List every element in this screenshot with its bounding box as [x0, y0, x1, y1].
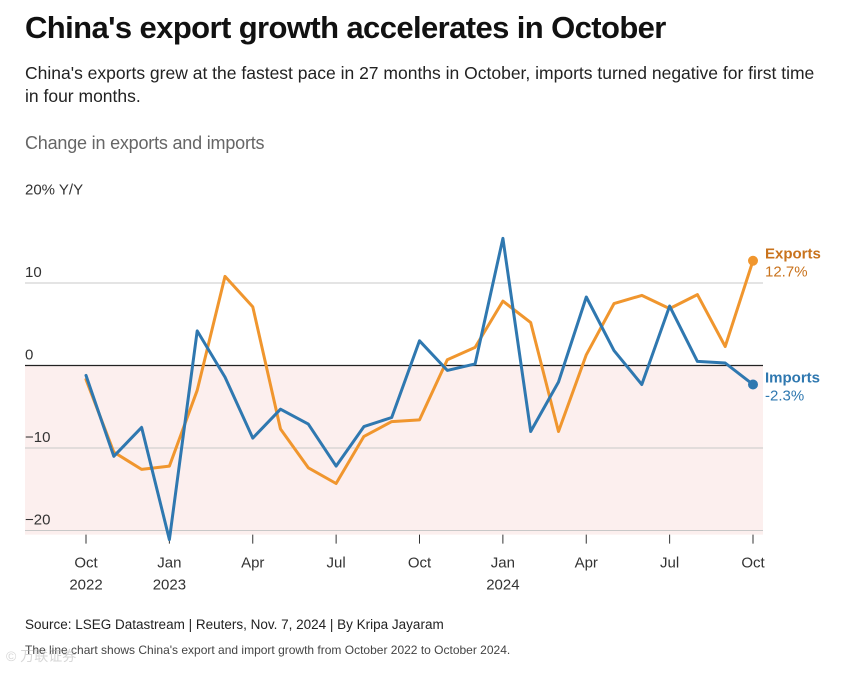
exports-series-name: Exports: [765, 246, 821, 263]
imports-end-dot: [748, 379, 758, 390]
y-tick-label: −10: [25, 429, 50, 446]
y-axis-ticks: 20% Y/Y 10 0 −10 −20: [25, 182, 83, 529]
x-axis-ticks: Oct 2022 Jan 2023 Apr Jul Oct Jan 2024 Apr Jul Oct: [69, 534, 765, 594]
x-tick-label: Oct: [741, 555, 765, 572]
x-tick-label: Oct: [74, 555, 98, 572]
x-tick-label: Jul: [660, 555, 679, 572]
exports-end-value: 12.7%: [765, 264, 808, 281]
series-lines: [84, 236, 758, 542]
x-tick-label: Apr: [241, 555, 264, 572]
y-tick-label: 20% Y/Y: [25, 182, 83, 199]
exports-line: [84, 259, 755, 485]
x-tick-label: Jan: [157, 555, 181, 572]
chart-subtitle: China's exports grew at the fastest pace…: [25, 63, 815, 106]
x-tick-label: Apr: [575, 555, 598, 572]
x-tick-label: Jan: [491, 555, 515, 572]
y-tick-label: 0: [25, 347, 33, 364]
x-tick-label: Jul: [327, 555, 346, 572]
chart-description: The line chart shows China's export and …: [25, 643, 511, 657]
x-tick-year-label: 2023: [153, 577, 186, 594]
watermark: © 万联证券: [6, 648, 77, 664]
chart-title: China's export growth accelerates in Oct…: [25, 10, 666, 45]
exports-end-dot: [748, 255, 758, 266]
imports-end-value: -2.3%: [765, 387, 804, 404]
negative-region-band: [25, 365, 763, 535]
source-note: Source: LSEG Datastream | Reuters, Nov. …: [25, 617, 444, 632]
chart-heading: Change in exports and imports: [25, 133, 265, 153]
y-tick-label: −20: [25, 512, 50, 529]
imports-series-name: Imports: [765, 369, 820, 386]
x-tick-label: Oct: [408, 555, 432, 572]
x-tick-year-label: 2022: [69, 577, 102, 594]
imports-line: [84, 236, 755, 542]
y-tick-label: 10: [25, 264, 42, 281]
x-tick-year-label: 2024: [486, 577, 519, 594]
